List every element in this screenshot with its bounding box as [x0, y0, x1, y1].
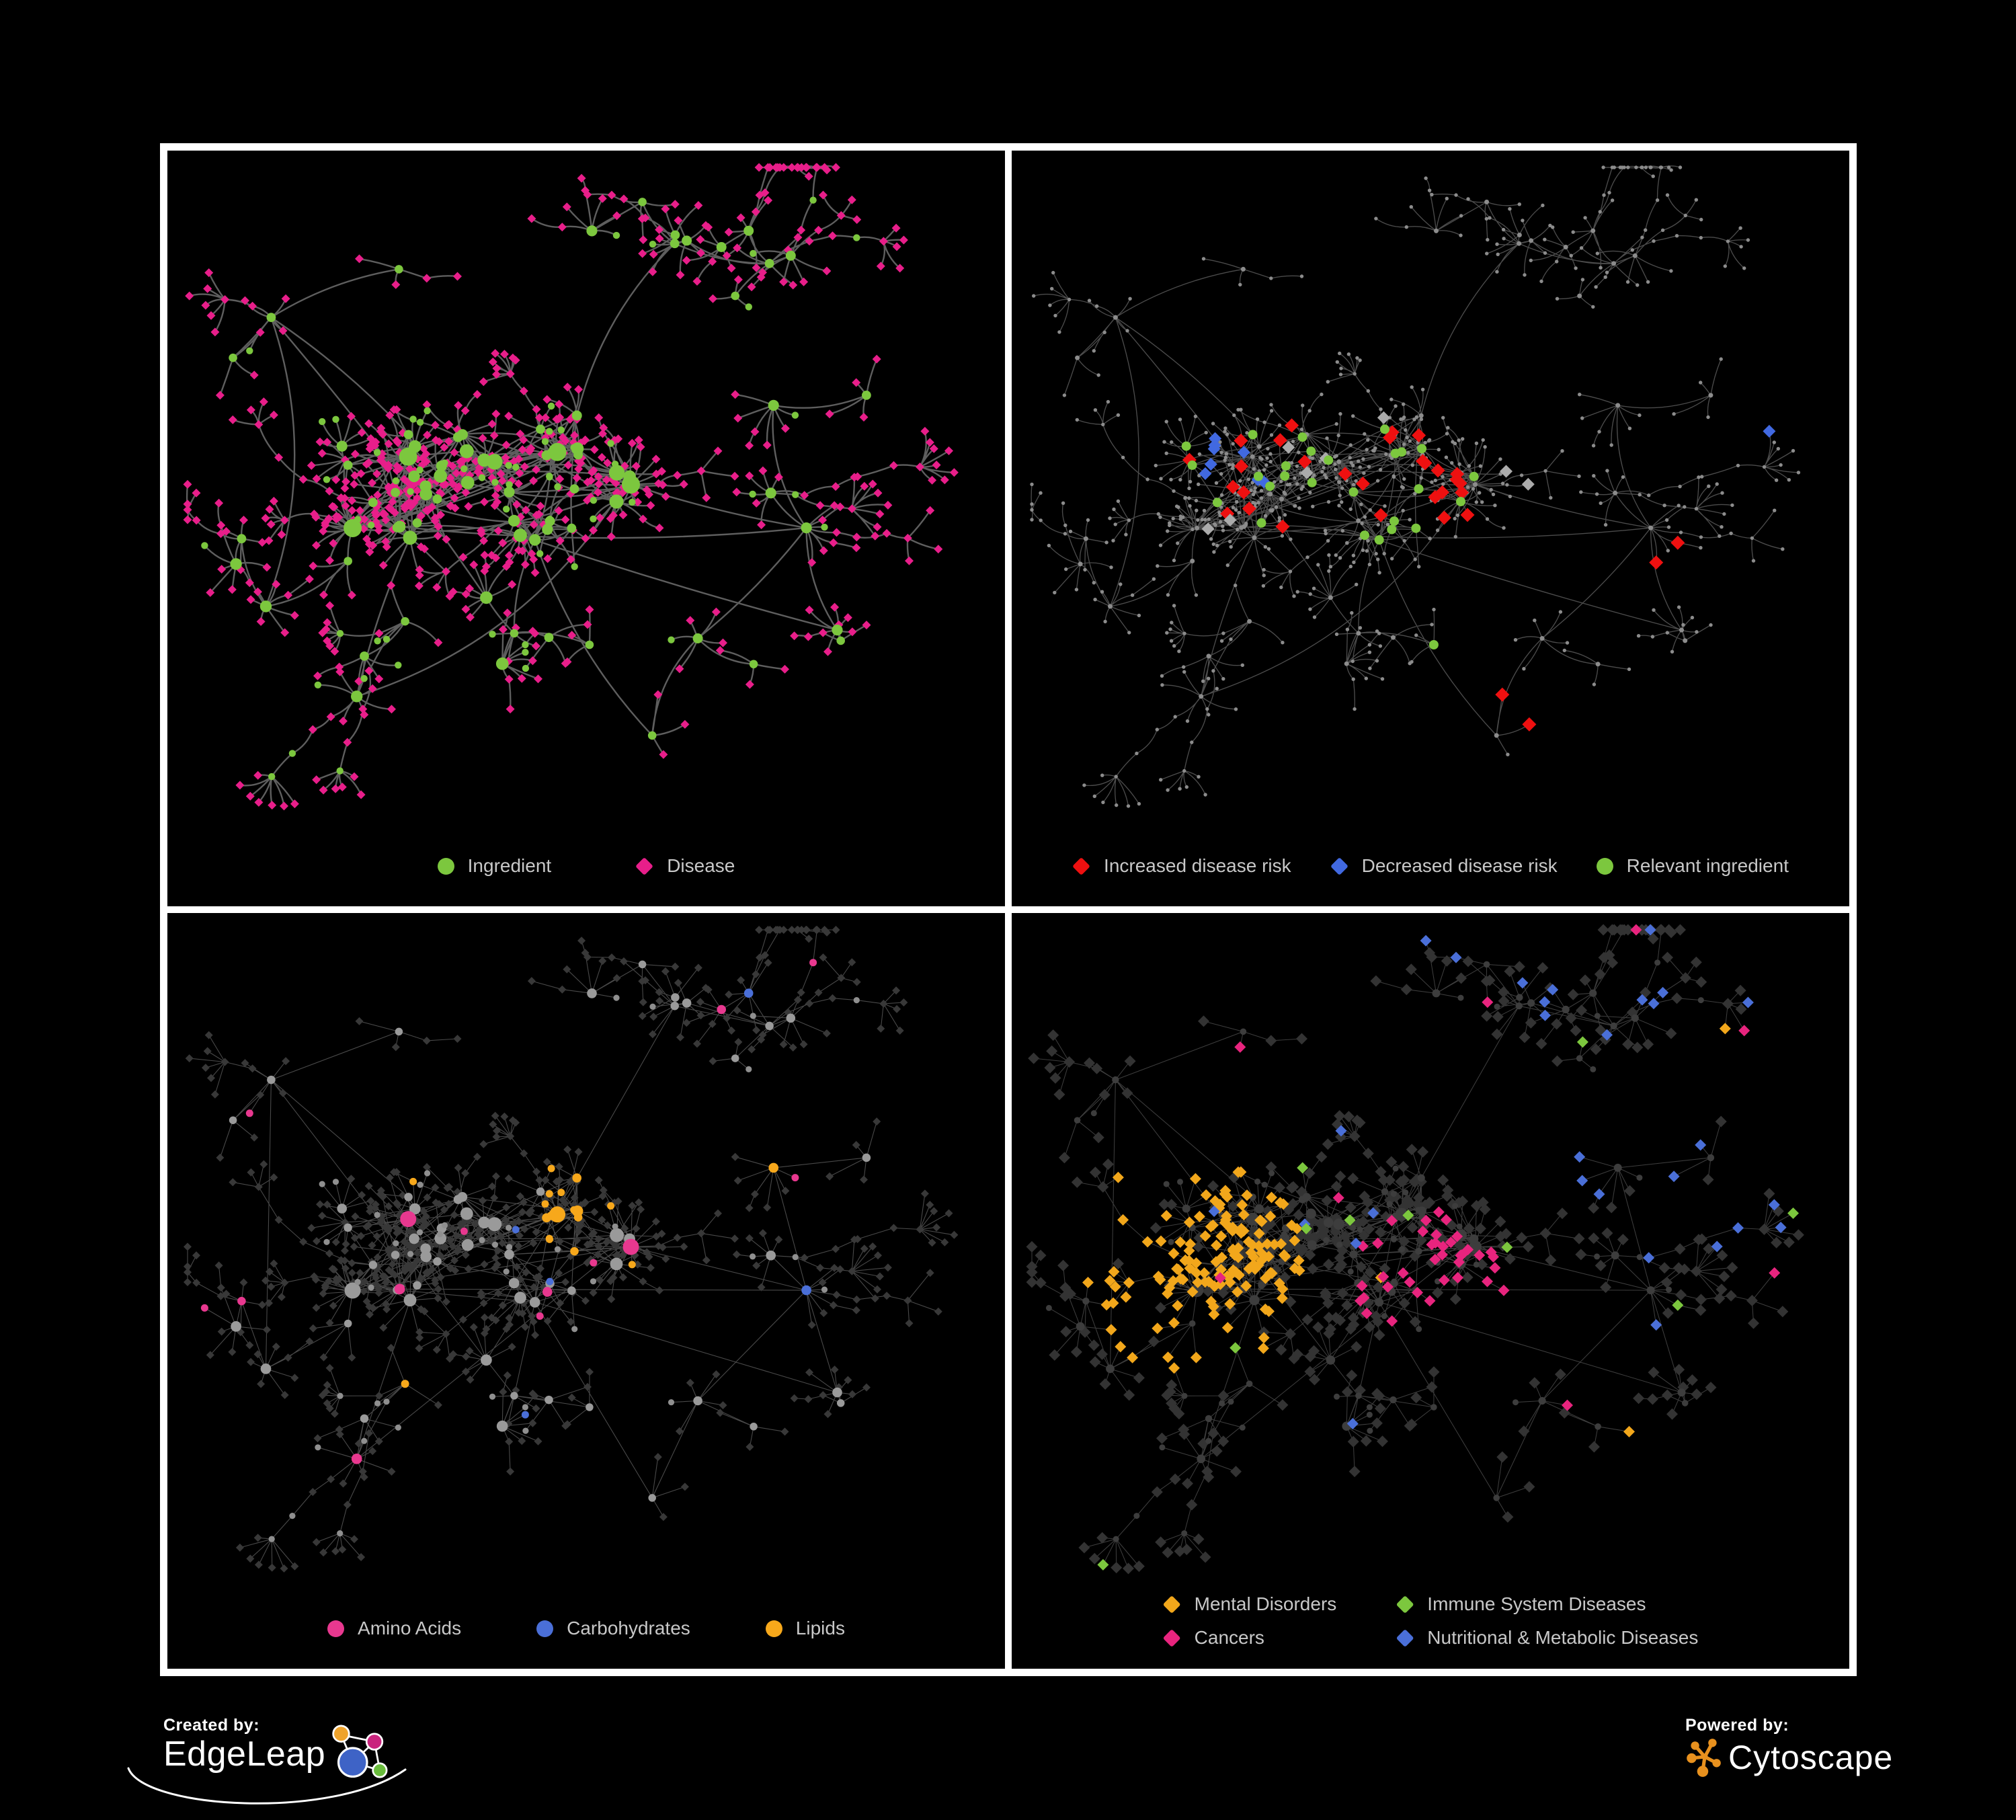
legend-swatch-diamond	[1396, 1628, 1414, 1647]
legend-item: Carbohydrates	[536, 1618, 690, 1639]
created-by-label: Created by:	[163, 1716, 260, 1735]
legend-swatch-diamond	[1072, 857, 1090, 875]
cytoscape-logo-icon	[1687, 1739, 1721, 1777]
legend-item: Mental Disorders	[1162, 1593, 1337, 1615]
edgeleap-swoosh-icon	[127, 1767, 407, 1805]
legend-label: Ingredient	[467, 855, 552, 876]
legend-label: Amino Acids	[358, 1618, 462, 1638]
legend-item: Immune System Diseases	[1396, 1593, 1646, 1615]
network-graph-ingredient-disease	[183, 163, 959, 811]
edgeleap-logo: EdgeLeap	[163, 1725, 399, 1803]
legend-swatch-diamond	[1162, 1628, 1181, 1647]
network-graph-disease-risk	[1030, 165, 1801, 808]
legend-item: Amino Acids	[327, 1618, 461, 1639]
cytoscape-credit: Powered by: Cytoscape	[1685, 1716, 1893, 1778]
network-graph-nutrient-classes	[184, 926, 959, 1573]
edgeleap-logo-text: EdgeLeap	[163, 1735, 326, 1774]
legend-label: Immune System Diseases	[1427, 1593, 1646, 1614]
legend-item: Increased disease risk	[1072, 855, 1291, 877]
cytoscape-logo: Cytoscape	[1685, 1737, 1893, 1778]
legend-item: Nutritional & Metabolic Diseases	[1396, 1627, 1698, 1649]
legend-swatch-diamond	[1162, 1595, 1181, 1614]
legend-label: Relevant ingredient	[1626, 855, 1789, 876]
legend-item: Cancers	[1162, 1627, 1264, 1649]
legend-swatch-circle	[765, 1620, 782, 1637]
legend-nutrient-classes: Amino Acids Carbohydrates Lipids	[167, 1618, 1005, 1639]
panel-disease-classes: Mental Disorders Immune System Diseases Ca…	[1012, 913, 1849, 1669]
legend-label: Increased disease risk	[1104, 855, 1291, 876]
legend-label: Mental Disorders	[1194, 1593, 1337, 1614]
legend-swatch-diamond	[1396, 1595, 1414, 1614]
legend-label: Decreased disease risk	[1361, 855, 1558, 876]
legend-swatch-circle	[437, 857, 454, 875]
panel-ingredient-disease: Ingredient Disease	[167, 151, 1005, 906]
legend-disease-risk: Increased disease risk Decreased disease …	[1012, 855, 1849, 877]
panel-disease-risk: Increased disease risk Decreased disease …	[1012, 151, 1849, 906]
legend-swatch-diamond	[635, 857, 654, 875]
legend-ingredient-disease: Ingredient Disease	[167, 855, 1005, 877]
legend-swatch-circle	[536, 1620, 554, 1637]
legend-swatch-diamond	[1330, 857, 1348, 875]
legend-swatch-circle	[327, 1620, 345, 1637]
legend-label: Cancers	[1194, 1627, 1264, 1648]
legend-item: Lipids	[765, 1618, 845, 1639]
legend-item: Disease	[635, 855, 735, 877]
legend-disease-classes: Mental Disorders Immune System Diseases Ca…	[1162, 1593, 1698, 1649]
legend-label: Nutritional & Metabolic Diseases	[1427, 1627, 1699, 1648]
legend-swatch-circle	[1596, 857, 1613, 875]
powered-by-label: Powered by:	[1685, 1716, 1789, 1735]
legend-item: Decreased disease risk	[1330, 855, 1558, 877]
edgeleap-credit: Created by: EdgeLeap	[127, 1716, 407, 1805]
panel-nutrient-classes: Amino Acids Carbohydrates Lipids	[167, 913, 1005, 1669]
legend-label: Lipids	[795, 1618, 845, 1638]
panel-grid-frame: Ingredient Disease Increased disease risk…	[160, 143, 1857, 1676]
network-graph-disease-classes	[1026, 924, 1804, 1575]
edgeleap-logo-icon	[332, 1725, 388, 1778]
legend-item: Ingredient	[437, 855, 552, 877]
legend-label: Disease	[667, 855, 735, 876]
legend-label: Carbohydrates	[567, 1618, 690, 1638]
cytoscape-logo-text: Cytoscape	[1728, 1739, 1894, 1776]
legend-item: Relevant ingredient	[1596, 855, 1789, 877]
